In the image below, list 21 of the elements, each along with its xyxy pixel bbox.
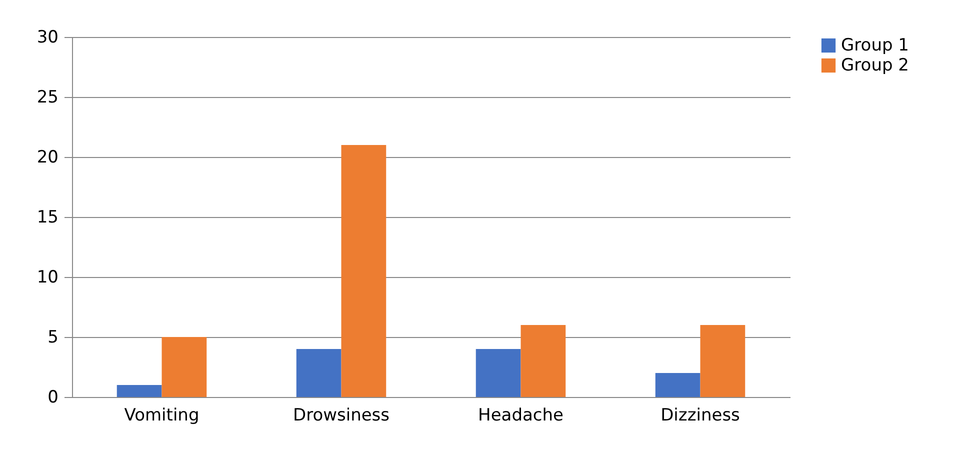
legend-label: Group 1 xyxy=(841,36,909,56)
bar xyxy=(341,145,386,397)
bar xyxy=(296,349,342,397)
bar xyxy=(520,325,566,397)
bar xyxy=(655,373,700,397)
x-tick-label: Vomiting xyxy=(124,406,200,426)
y-tick-label: 5 xyxy=(48,328,58,348)
y-tick-label: 25 xyxy=(36,88,58,108)
bar xyxy=(162,337,207,397)
x-tick-label: Headache xyxy=(478,406,564,426)
legend-label: Group 2 xyxy=(841,56,909,76)
y-tick-label: 15 xyxy=(36,208,58,228)
bar xyxy=(116,385,162,397)
y-tick-label: 20 xyxy=(36,148,58,168)
y-tick-label: 30 xyxy=(36,28,58,48)
y-tick-label: 10 xyxy=(36,268,58,288)
x-tick-label: Drowsiness xyxy=(292,406,390,426)
bar xyxy=(476,349,521,397)
bar xyxy=(700,325,746,397)
x-tick-label: Dizziness xyxy=(660,406,740,426)
y-tick-label: 0 xyxy=(48,388,58,408)
